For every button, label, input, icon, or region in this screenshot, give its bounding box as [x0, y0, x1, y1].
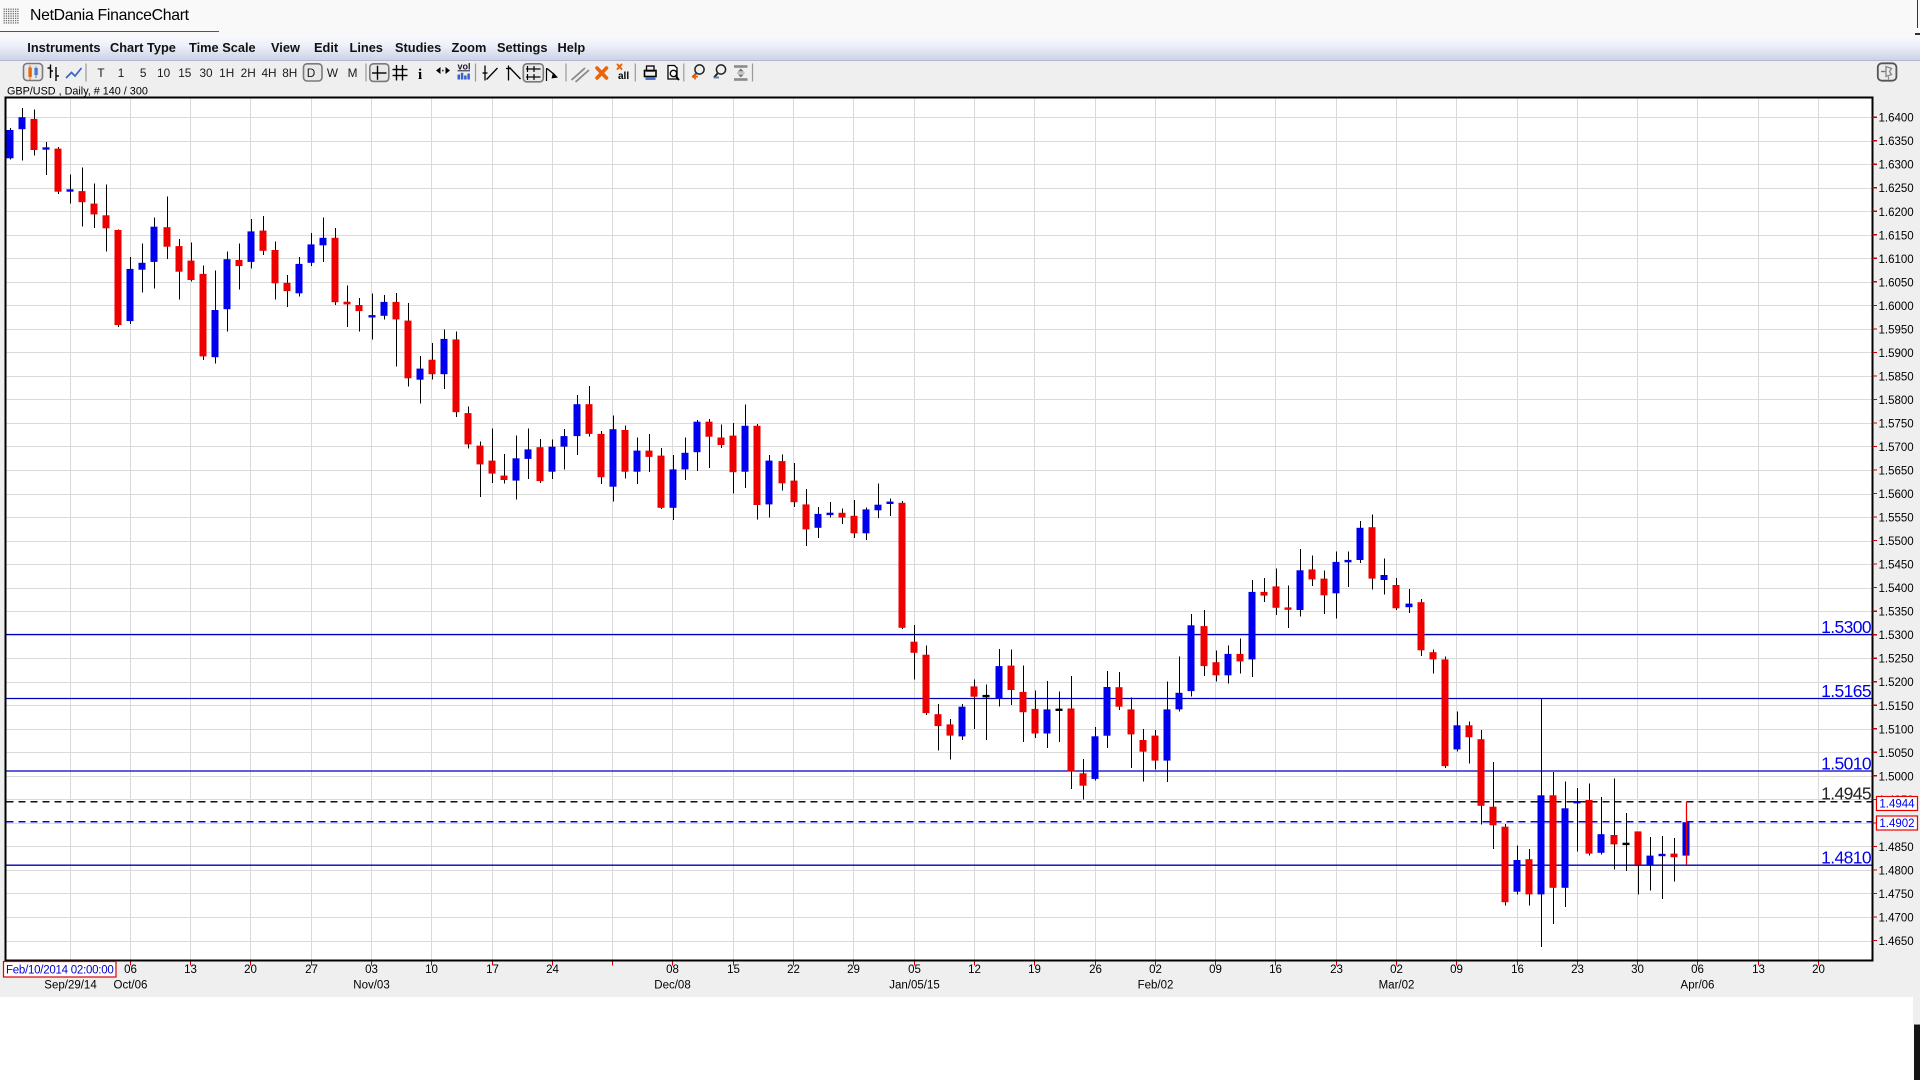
svg-text:02: 02 [1390, 964, 1403, 976]
svg-text:12: 12 [968, 964, 981, 976]
svg-text:Oct/06: Oct/06 [114, 980, 148, 992]
svg-text:1.4850: 1.4850 [1879, 842, 1914, 854]
svg-text:26: 26 [1089, 964, 1102, 976]
svg-text:1.5165: 1.5165 [1821, 681, 1871, 701]
svg-text:1.6000: 1.6000 [1879, 301, 1914, 313]
svg-text:1.5800: 1.5800 [1879, 395, 1914, 407]
svg-text:03: 03 [365, 964, 378, 976]
svg-text:1.5350: 1.5350 [1879, 607, 1914, 619]
svg-text:all: all [618, 71, 629, 82]
svg-text:1.6250: 1.6250 [1879, 183, 1914, 195]
svg-text:1.5200: 1.5200 [1879, 677, 1914, 689]
svg-text:1.6400: 1.6400 [1879, 113, 1914, 125]
svg-text:1.5050: 1.5050 [1879, 748, 1914, 760]
svg-text:20: 20 [1812, 964, 1825, 976]
svg-text:1.6350: 1.6350 [1879, 136, 1914, 148]
svg-text:06: 06 [124, 964, 137, 976]
svg-text:10: 10 [425, 964, 438, 976]
svg-text:1.6200: 1.6200 [1879, 207, 1914, 219]
svg-text:1.6300: 1.6300 [1879, 160, 1914, 172]
svg-text:1.4810: 1.4810 [1821, 848, 1872, 868]
svg-text:16: 16 [1269, 964, 1282, 976]
svg-text:19: 19 [1028, 964, 1041, 976]
svg-text:1.5100: 1.5100 [1879, 724, 1914, 736]
svg-text:1.4750: 1.4750 [1879, 889, 1914, 901]
svg-text:16: 16 [1511, 964, 1524, 976]
svg-text:1.6050: 1.6050 [1879, 277, 1914, 289]
svg-text:1.5550: 1.5550 [1879, 513, 1914, 525]
svg-text:Dec/08: Dec/08 [654, 980, 690, 992]
svg-text:1.5300: 1.5300 [1821, 617, 1872, 637]
svg-text:1.4944: 1.4944 [1879, 799, 1915, 811]
svg-text:29: 29 [847, 964, 860, 976]
svg-text:1.5900: 1.5900 [1879, 348, 1914, 360]
svg-text:1.5500: 1.5500 [1879, 536, 1914, 548]
svg-text:09: 09 [1209, 964, 1222, 976]
svg-text:1.5300: 1.5300 [1879, 630, 1914, 642]
svg-text:1.5400: 1.5400 [1879, 583, 1914, 595]
svg-text:22: 22 [787, 964, 800, 976]
svg-text:1.5000: 1.5000 [1879, 771, 1914, 783]
svg-text:1.4800: 1.4800 [1879, 865, 1914, 877]
svg-text:1.4945: 1.4945 [1821, 784, 1871, 804]
svg-text:1.5750: 1.5750 [1879, 419, 1914, 431]
svg-text:1.4700: 1.4700 [1879, 913, 1914, 925]
svg-text:Nov/03: Nov/03 [353, 980, 389, 992]
svg-text:23: 23 [1571, 964, 1584, 976]
svg-text:20: 20 [244, 964, 257, 976]
svg-text:15: 15 [727, 964, 740, 976]
svg-text:1.4650: 1.4650 [1879, 936, 1914, 948]
svg-text:05: 05 [908, 964, 921, 976]
svg-text:Jan/05/15: Jan/05/15 [889, 980, 940, 992]
svg-text:1.5150: 1.5150 [1879, 701, 1914, 713]
svg-text:Feb/10/2014 02:00:00: Feb/10/2014 02:00:00 [6, 965, 114, 977]
svg-text:vol: vol [458, 62, 471, 72]
svg-text:13: 13 [1752, 964, 1765, 976]
svg-text:Feb/02: Feb/02 [1138, 980, 1174, 992]
svg-text:02: 02 [1149, 964, 1162, 976]
svg-text:1.5250: 1.5250 [1879, 654, 1914, 666]
svg-text:1.5850: 1.5850 [1879, 371, 1914, 383]
svg-text:1.4902: 1.4902 [1879, 818, 1914, 830]
svg-text:1.5700: 1.5700 [1879, 442, 1914, 454]
svg-text:17: 17 [486, 964, 499, 976]
svg-text:1.5950: 1.5950 [1879, 324, 1914, 336]
svg-text:GBP/USD , Daily, # 140 / 300: GBP/USD , Daily, # 140 / 300 [7, 86, 148, 98]
svg-text:1.5450: 1.5450 [1879, 560, 1914, 572]
svg-text:1.6150: 1.6150 [1879, 230, 1914, 242]
svg-text:30: 30 [1631, 964, 1644, 976]
svg-text:06: 06 [1691, 964, 1704, 976]
svg-text:Sep/29/14: Sep/29/14 [44, 980, 97, 992]
svg-text:08: 08 [666, 964, 679, 976]
svg-text:1.6100: 1.6100 [1879, 254, 1914, 266]
svg-text:27: 27 [305, 964, 318, 976]
svg-text:24: 24 [546, 964, 559, 976]
svg-text:1.5010: 1.5010 [1821, 753, 1872, 773]
svg-text:09: 09 [1450, 964, 1463, 976]
svg-text:13: 13 [184, 964, 197, 976]
svg-text:1.5600: 1.5600 [1879, 489, 1914, 501]
svg-text:1.5650: 1.5650 [1879, 466, 1914, 478]
svg-text:Apr/06: Apr/06 [1681, 980, 1715, 992]
svg-text:Mar/02: Mar/02 [1379, 980, 1415, 992]
svg-text:23: 23 [1330, 964, 1343, 976]
svg-text:i: i [418, 67, 422, 83]
